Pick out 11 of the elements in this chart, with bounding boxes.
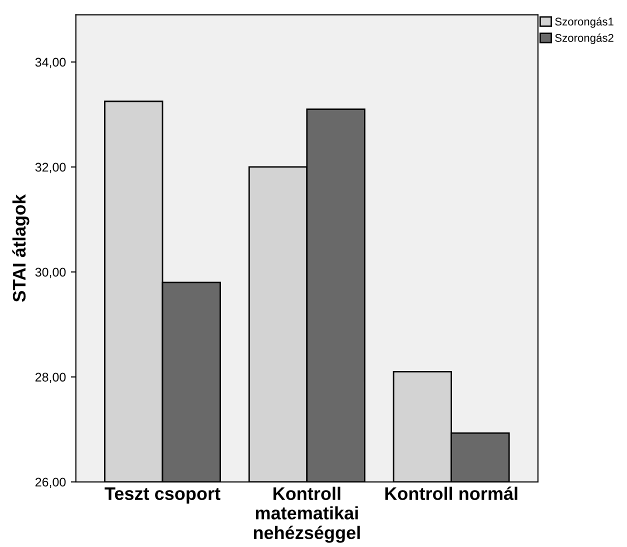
legend-label: Szorongás1: [555, 17, 614, 28]
y-tick-label: 26,00: [35, 478, 66, 488]
x-tick-label: Kontroll matematikai nehézséggel: [254, 486, 360, 543]
y-tick-label: 34,00: [35, 58, 66, 68]
x-tick-label: Teszt csoport: [104, 487, 220, 504]
y-tick-label: 28,00: [35, 372, 66, 384]
y-tick-label: 32,00: [35, 162, 66, 174]
y-tick-label: 30,00: [35, 268, 66, 278]
x-tick-label: Kontroll normál: [385, 486, 518, 500]
legend-label: Szorongás2: [555, 34, 614, 44]
y-axis-title: STAI átlagok: [12, 194, 30, 302]
